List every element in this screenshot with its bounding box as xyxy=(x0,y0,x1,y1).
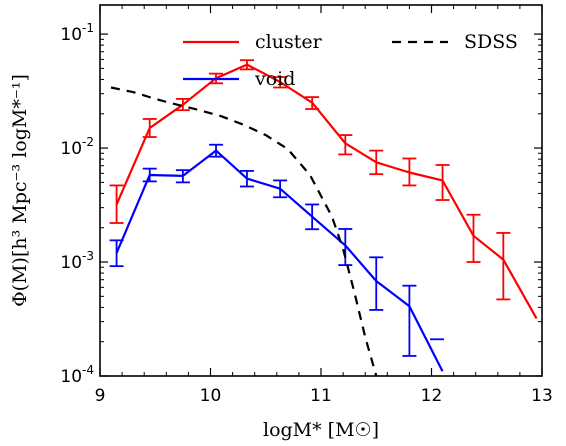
series-line-cluster xyxy=(115,63,538,319)
errorbar-cluster xyxy=(239,59,254,71)
x-axis-label: logM* [M☉] xyxy=(263,419,379,441)
errorbar-cluster xyxy=(142,118,157,138)
x-tick-label: 11 xyxy=(310,386,332,406)
x-tick-label: 9 xyxy=(95,386,106,406)
legend-entry-sdss: SDSS xyxy=(392,31,518,53)
errorbar-cluster xyxy=(109,184,124,224)
errorbar-void xyxy=(273,179,288,199)
y-axis-label: Φ(M)[h³ Mpc⁻³ logM*⁻¹] xyxy=(9,74,31,307)
x-tick-label: 13 xyxy=(531,386,553,406)
errorbar-cluster xyxy=(175,98,190,112)
errorbar-void xyxy=(402,284,417,357)
errorbar-void xyxy=(369,256,384,311)
errorbar-void xyxy=(109,239,124,268)
errorbar-void xyxy=(175,169,190,184)
x-tick-label: 10 xyxy=(200,386,222,406)
errorbar-cluster xyxy=(466,213,481,263)
y-axis: 10-4 10-3 10-2 10-1 xyxy=(60,21,542,387)
y-tick-label: 10-4 xyxy=(60,363,94,387)
errorbar-void xyxy=(239,170,254,188)
legend-label: cluster xyxy=(255,31,323,53)
errorbar-cluster xyxy=(402,157,417,187)
errorbar-void xyxy=(305,203,320,231)
y-tick-label: 10-2 xyxy=(60,135,94,159)
errorbar-cluster xyxy=(305,96,320,110)
errorbar-cluster xyxy=(338,134,353,156)
series-line-sdss xyxy=(110,86,378,376)
legend-label: void xyxy=(254,68,295,90)
y-tick-label: 10-1 xyxy=(60,21,94,45)
legend-entry-void: void xyxy=(183,68,295,90)
legend-label: SDSS xyxy=(464,31,518,53)
errorbar-cluster xyxy=(273,76,288,89)
errorbar-cluster xyxy=(369,149,384,176)
errorbar-cluster xyxy=(435,164,450,201)
series-group xyxy=(109,59,538,376)
x-tick-label: 12 xyxy=(421,386,443,406)
legend-entry-cluster: cluster xyxy=(183,31,323,53)
x-axis: 9 10 11 12 13 xyxy=(95,5,553,406)
errorbar-void xyxy=(338,228,353,266)
errorbar-void xyxy=(209,143,224,158)
errorbar-cluster xyxy=(496,232,511,301)
plot-frame xyxy=(99,4,543,377)
legend: cluster void SDSS xyxy=(183,31,518,90)
errorbar-void xyxy=(142,167,157,183)
y-tick-label: 10-3 xyxy=(60,249,94,273)
